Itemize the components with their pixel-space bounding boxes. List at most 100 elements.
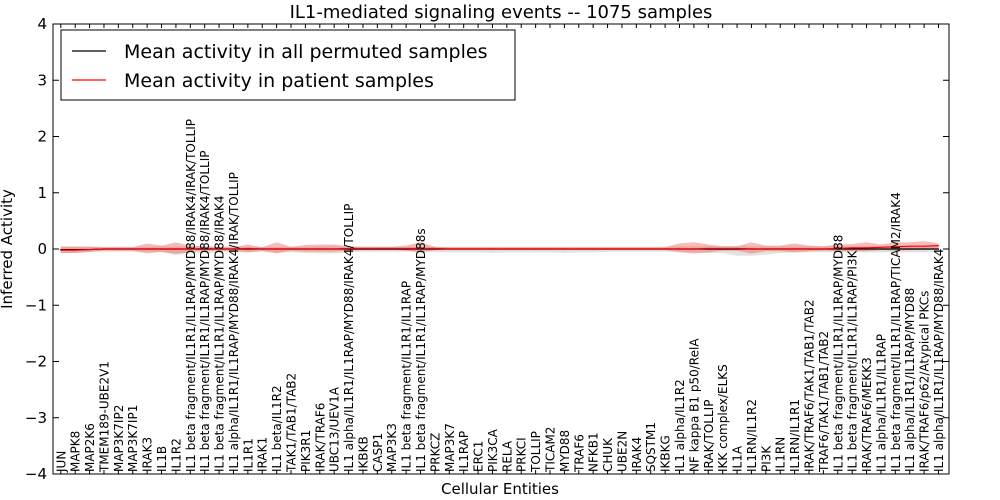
xtick-label: IRAK3	[141, 437, 155, 472]
xtick-label: IL1 alpha/IL1R1/IL1RAP/MYD88/IRAK4	[932, 249, 946, 472]
data-point-s1-6	[146, 248, 148, 250]
y-axis-label: Inferred Activity	[0, 189, 16, 309]
xtick-label: PIK3CA	[486, 428, 500, 472]
xtick-label: TRAF6/TAK1/TAB1/TAB2	[817, 331, 831, 473]
data-point-s1-57	[880, 246, 882, 248]
band-series-1	[60, 241, 939, 255]
xtick-label: IL1RN/IL1R2	[745, 399, 759, 472]
xtick-label: UBC13/UEV1A	[328, 386, 342, 472]
data-point-s1-58	[894, 246, 896, 248]
data-point-s1-36	[578, 248, 580, 250]
xtick-label: IL1A	[731, 445, 745, 472]
data-point-s0-61	[937, 248, 940, 250]
xtick-label: IL1 beta fragment/IL1R1/IL1RAP/MYD88	[831, 235, 845, 472]
data-point-s1-8	[175, 248, 177, 250]
xtick-label: IRAK/TOLLIP	[702, 400, 716, 472]
data-point-s1-47	[736, 247, 738, 250]
data-point-s1-56	[865, 247, 868, 249]
data-point-s1-25	[419, 247, 422, 250]
ytick-label: −2	[25, 353, 47, 371]
x-axis: JUN MAPK8 MAP2K6 TMEM189-UBE2V1 MAP3K7IP2 MAP…	[54, 24, 946, 474]
data-point-s1-43	[678, 248, 681, 250]
xtick-label: IL1 beta/IL1R2	[270, 385, 284, 472]
data-point-s1-59	[909, 245, 911, 247]
data-point-s1-44	[693, 248, 695, 250]
xtick-label: IRAK/TRAF6/TAK1/TAB1/TAB2	[803, 299, 817, 472]
xtick-label: IRAK/TRAF6/p62/Atypical PKCs	[918, 291, 932, 472]
data-point-s1-39	[621, 248, 623, 250]
xtick-label: IKBKG	[659, 435, 673, 472]
xtick-label: TICAM2	[544, 427, 558, 473]
xtick-label: ERC1	[472, 441, 486, 472]
xtick-label: IRAK1	[256, 437, 270, 472]
ytick-label: 2	[37, 128, 47, 146]
data-point-s1-2	[88, 248, 91, 251]
xtick-label: IKK complex/ELKS	[716, 364, 730, 472]
xtick-label: PRKCI	[515, 437, 529, 472]
data-point-s1-38	[606, 248, 609, 250]
xtick-label: IL1 alpha/IL1R1/IL1RAP/MYD88/IRAK4/TOLLI…	[342, 204, 356, 472]
ytick-label: −1	[25, 296, 47, 314]
data-point-s1-35	[563, 248, 566, 250]
data-point-s1-20	[347, 247, 350, 250]
data-point-s1-27	[448, 248, 450, 250]
xtick-label: IL1 alpha/IL1R1/IL1RAP/MYD88/IRAK4/IRAK/…	[227, 172, 241, 472]
xtick-label: PRKCZ	[428, 433, 442, 472]
data-point-s1-15	[276, 248, 278, 250]
data-point-s1-37	[592, 248, 594, 250]
x-axis-label: Cellular Entities	[441, 480, 559, 498]
data-point-s1-9	[189, 248, 191, 250]
xtick-label: NFKB1	[587, 432, 601, 472]
data-point-s1-61	[937, 245, 940, 247]
xtick-label: RELA	[500, 440, 514, 472]
data-point-s1-7	[160, 248, 163, 250]
xtick-label: PI3K	[759, 445, 773, 472]
data-point-s1-16	[290, 248, 292, 250]
data-point-s1-31	[506, 248, 508, 250]
xtick-label: UBE2N	[615, 431, 629, 472]
xtick-label: IL1 alpha/IL1R1/IL1RAP	[874, 334, 888, 472]
legend-box	[60, 29, 516, 101]
xtick-label: JUN	[54, 451, 68, 473]
data-point-s1-13	[247, 247, 249, 250]
xtick-label: IL1 beta fragment/IL1R1/IL1RAP/MYD88/IRA…	[213, 195, 227, 472]
data-point-s0-59	[909, 248, 911, 250]
legend: Mean activity in all permuted samples Me…	[60, 29, 516, 101]
xtick-label: IL1 beta fragment/IL1R1/IL1RAP/MYD88s	[414, 228, 428, 472]
xtick-label: IL1B	[155, 446, 169, 472]
xtick-label: IL1 alpha/IL1R2	[673, 379, 687, 472]
xtick-label: PIK3R1	[299, 430, 313, 472]
data-point-s1-21	[362, 247, 364, 250]
ytick-label: 3	[37, 71, 47, 89]
data-point-s1-17	[304, 248, 306, 250]
xtick-label: IL1 beta fragment/IL1R1/IL1RAP/MYD88/IRA…	[184, 119, 198, 472]
xtick-label: IKBKB	[356, 436, 370, 472]
xtick-label: IL1R2	[169, 438, 183, 472]
xtick-label: MAP2K6	[83, 423, 97, 472]
data-point-s1-11	[218, 248, 220, 250]
data-point-s1-23	[391, 247, 393, 250]
series-line-1	[60, 245, 939, 251]
legend-label-patient: Mean activity in patient samples	[124, 70, 434, 92]
ytick-label: 1	[37, 184, 47, 202]
xtick-label: MAPK8	[69, 431, 83, 472]
data-point-s1-48	[750, 248, 753, 250]
ytick-label: −3	[25, 409, 47, 427]
xtick-label: TOLLIP	[529, 431, 543, 473]
data-point-s1-26	[434, 247, 436, 250]
y-axis: −4 −3 −2 −1 0 1 2 3 4	[25, 15, 949, 483]
ytick-label: 0	[37, 240, 47, 258]
data-point-s0-60	[923, 248, 925, 250]
xtick-label: IL1RAP	[457, 431, 471, 472]
data-point-s1-32	[520, 248, 522, 250]
data-point-s1-34	[549, 248, 551, 250]
data-point-s1-49	[765, 248, 767, 250]
ytick-label: 4	[37, 15, 47, 33]
data-point-s1-24	[405, 247, 407, 250]
data-point-s1-12	[232, 248, 235, 250]
data-point-s1-28	[463, 248, 465, 250]
data-point-s1-33	[535, 248, 537, 250]
data-point-s1-18	[319, 248, 321, 250]
xtick-label: IL1 beta fragment/IL1R1/IL1RAP/MYD88/IRA…	[198, 151, 212, 472]
